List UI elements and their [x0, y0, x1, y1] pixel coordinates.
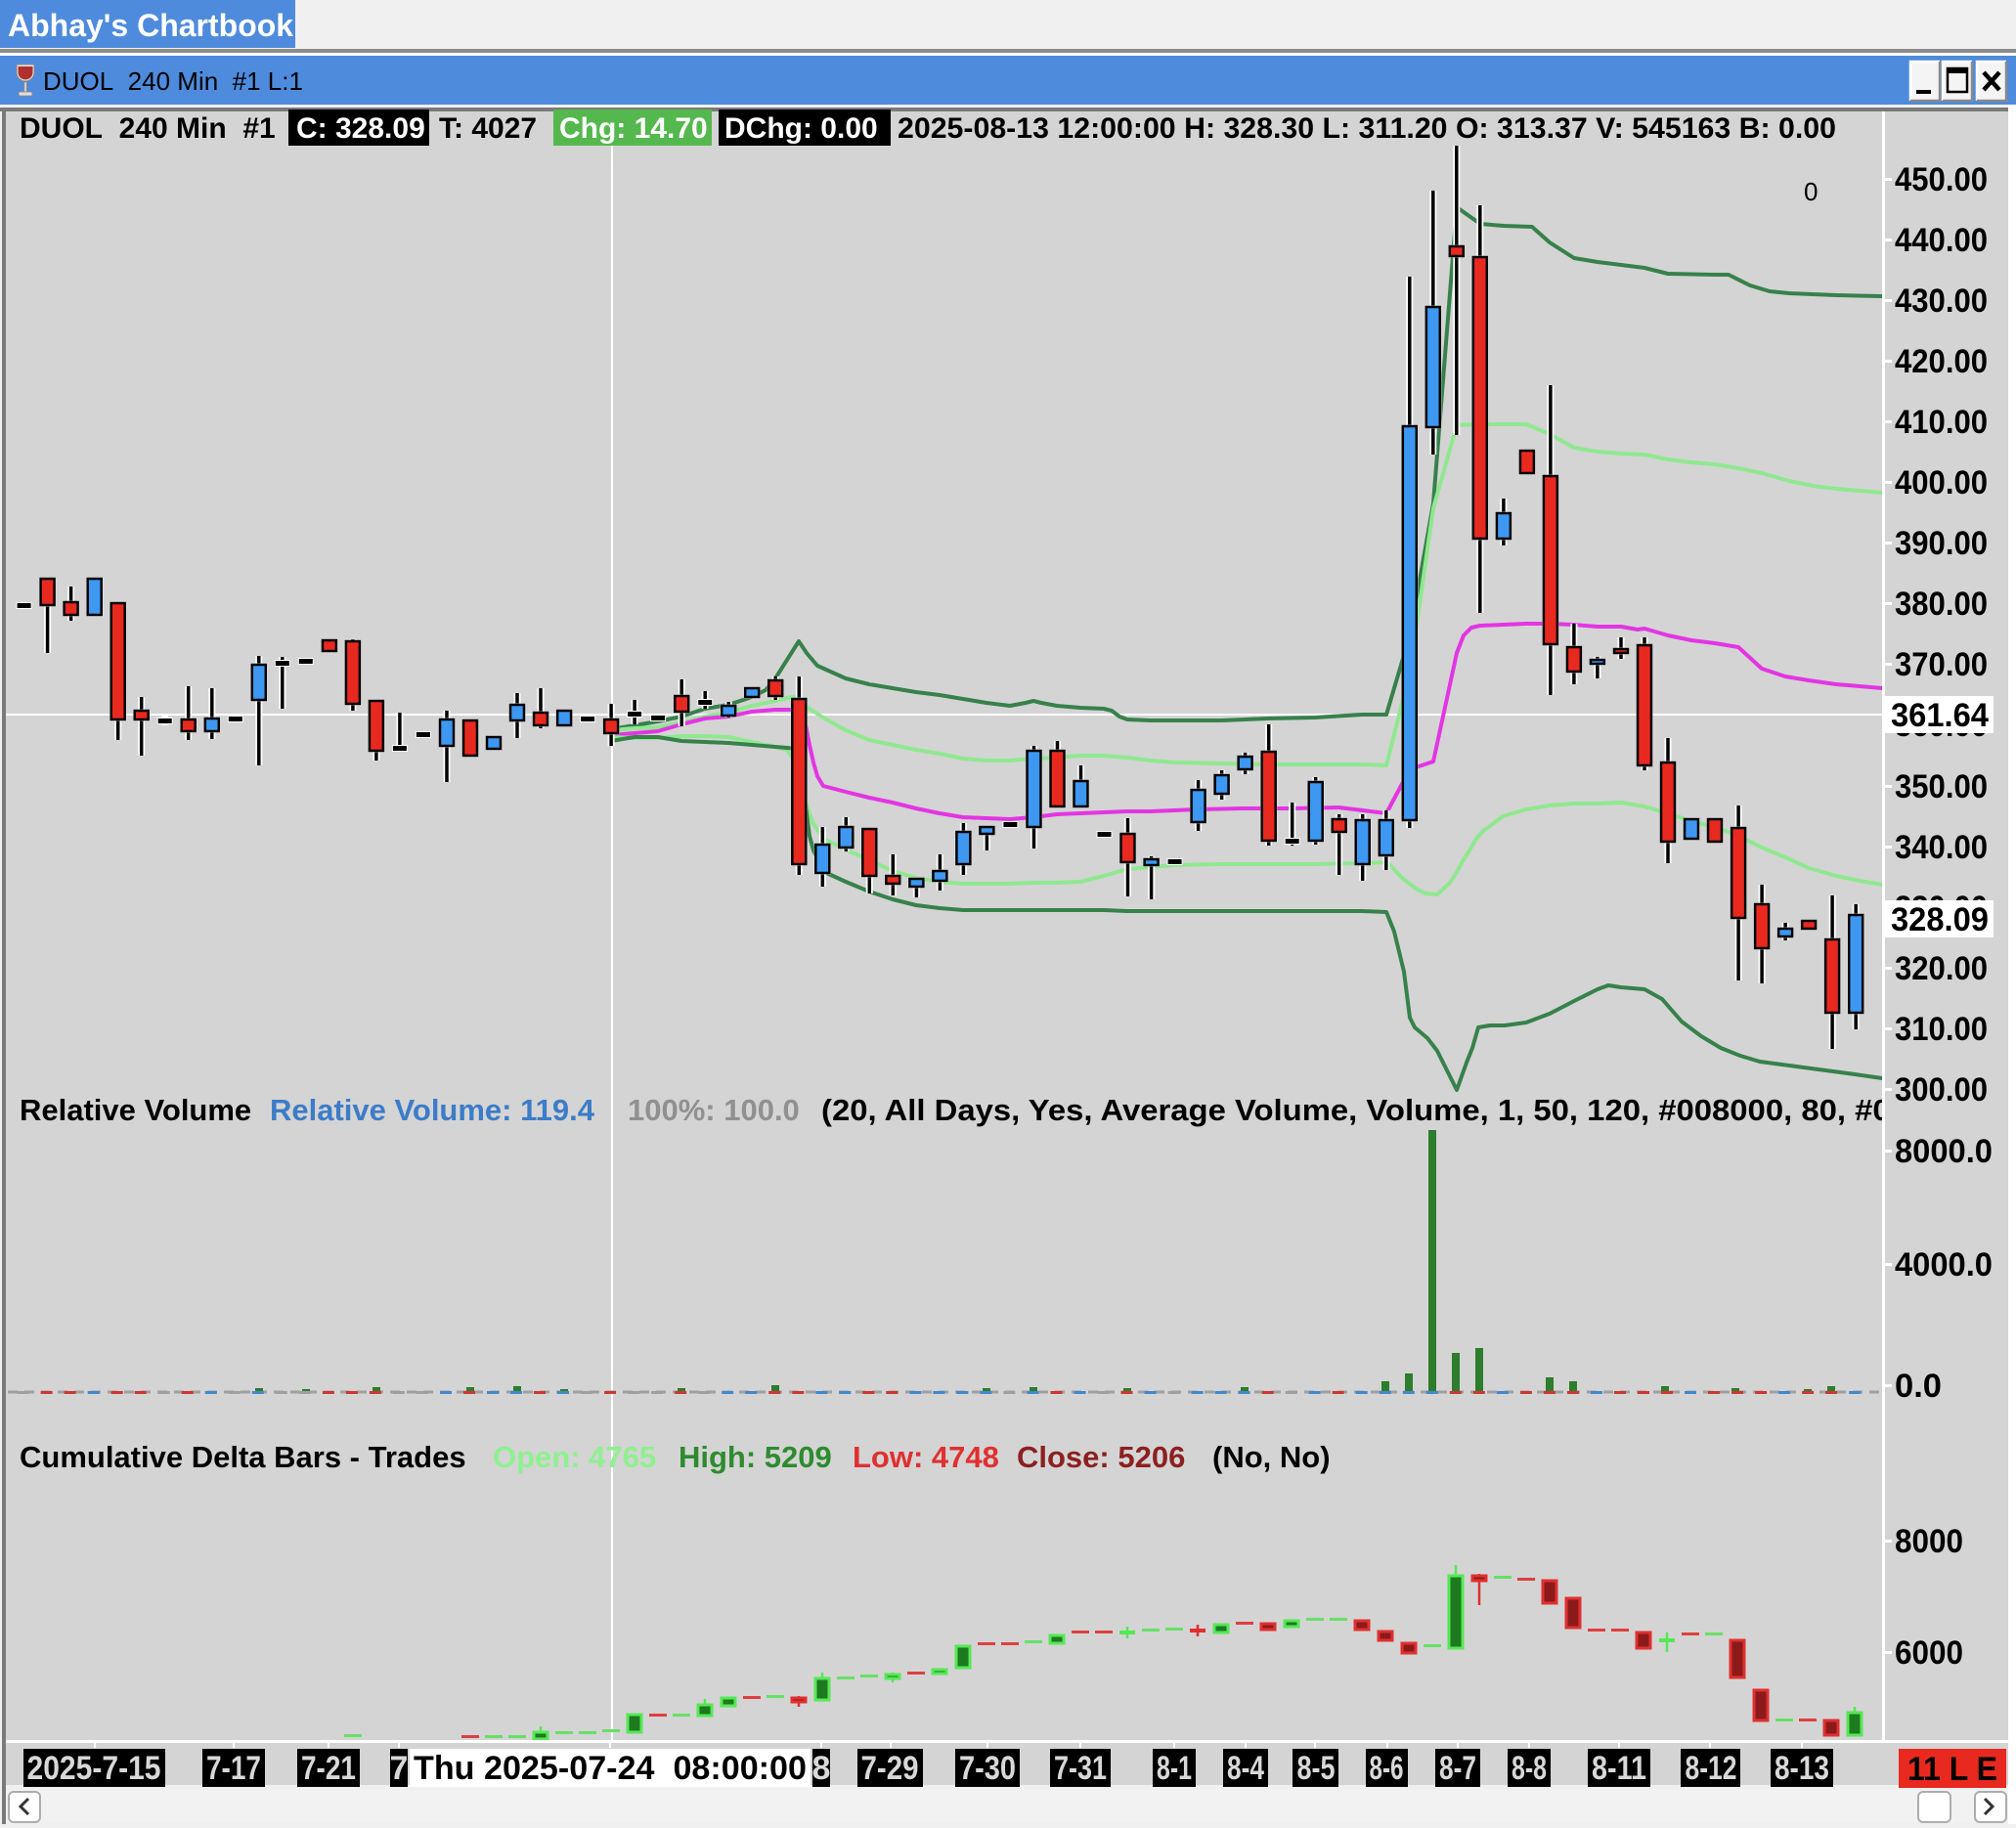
svg-text:2025-7-15: 2025-7-15: [27, 1750, 161, 1787]
svg-text:8: 8: [812, 1750, 831, 1787]
svg-text:Relative Volume: 119.4: Relative Volume: 119.4: [270, 1093, 595, 1127]
svg-text:8-1: 8-1: [1157, 1750, 1192, 1787]
svg-text:DChg: 0.00: DChg: 0.00: [724, 112, 878, 145]
svg-text:0.0: 0.0: [1895, 1368, 1942, 1405]
svg-text:7-30: 7-30: [959, 1750, 1016, 1787]
svg-text:Thu 2025-07-24 08:00:00: Thu 2025-07-24 08:00:00: [414, 1750, 807, 1787]
svg-text:8-13: 8-13: [1775, 1750, 1829, 1787]
svg-text:328.09: 328.09: [1891, 901, 1989, 938]
svg-text:(No, No): (No, No): [1212, 1440, 1331, 1474]
svg-text:350.00: 350.00: [1895, 768, 1988, 805]
svg-text:8-12: 8-12: [1686, 1750, 1737, 1787]
svg-text:T: 4027: T: 4027: [439, 112, 537, 145]
svg-text:440.00: 440.00: [1895, 222, 1988, 259]
svg-text:7-21: 7-21: [301, 1750, 356, 1787]
svg-text:8-5: 8-5: [1297, 1750, 1336, 1787]
svg-text:400.00: 400.00: [1895, 464, 1988, 501]
svg-text:6000: 6000: [1895, 1634, 1963, 1672]
svg-text:380.00: 380.00: [1895, 586, 1988, 623]
svg-text:390.00: 390.00: [1895, 525, 1988, 562]
svg-text:100%: 100.0: 100%: 100.0: [628, 1093, 800, 1127]
svg-text:DUOL 240 Min #1: DUOL 240 Min #1: [20, 112, 276, 145]
svg-text:370.00: 370.00: [1895, 646, 1988, 683]
svg-text:7-17: 7-17: [206, 1750, 261, 1787]
svg-text:High: 5209: High: 5209: [679, 1440, 832, 1474]
svg-text:0: 0: [1804, 177, 1818, 206]
svg-text:450.00: 450.00: [1895, 161, 1988, 198]
svg-text:(20, All Days, Yes, Average Vo: (20, All Days, Yes, Average Volume, Volu…: [821, 1093, 1980, 1127]
svg-text:420.00: 420.00: [1895, 343, 1988, 380]
svg-text:7-31: 7-31: [1054, 1750, 1107, 1787]
svg-text:Low: 4748: Low: 4748: [853, 1440, 999, 1474]
svg-text:Relative Volume: Relative Volume: [20, 1093, 251, 1127]
svg-text:8000.0: 8000.0: [1895, 1133, 1993, 1170]
svg-text:430.00: 430.00: [1895, 283, 1988, 320]
svg-text:8-8: 8-8: [1512, 1750, 1547, 1787]
svg-text:8-4: 8-4: [1227, 1750, 1264, 1787]
svg-text:8-7: 8-7: [1439, 1750, 1476, 1787]
svg-text:11 L E: 11 L E: [1907, 1751, 1997, 1788]
svg-text:320.00: 320.00: [1895, 950, 1988, 987]
svg-text:410.00: 410.00: [1895, 404, 1988, 441]
svg-text:340.00: 340.00: [1895, 829, 1988, 866]
svg-text:Abhay's Chartbook: Abhay's Chartbook: [8, 8, 293, 43]
svg-text:C: 328.09: C: 328.09: [296, 112, 425, 145]
svg-text:7: 7: [390, 1750, 409, 1787]
svg-text:DUOL 240 Min #1 L:1: DUOL 240 Min #1 L:1: [43, 66, 303, 96]
svg-text:Chg: 14.70: Chg: 14.70: [559, 112, 708, 145]
svg-text:310.00: 310.00: [1895, 1011, 1988, 1048]
svg-text:8000: 8000: [1895, 1523, 1963, 1560]
svg-text:Close: 5206: Close: 5206: [1017, 1440, 1185, 1474]
svg-text:2025-08-13 12:00:00 H: 328.30: 2025-08-13 12:00:00 H: 328.30 L: 311.20 …: [898, 112, 1836, 145]
svg-text:7-29: 7-29: [861, 1750, 919, 1787]
svg-text:Open: 4765: Open: 4765: [493, 1440, 656, 1474]
svg-text:300.00: 300.00: [1895, 1071, 1988, 1109]
svg-text:361.64: 361.64: [1891, 697, 1989, 734]
svg-text:Cumulative Delta Bars - Trades: Cumulative Delta Bars - Trades: [20, 1440, 466, 1474]
svg-text:8-11: 8-11: [1592, 1750, 1646, 1787]
svg-text:8-6: 8-6: [1370, 1750, 1404, 1787]
svg-text:4000.0: 4000.0: [1895, 1246, 1993, 1284]
